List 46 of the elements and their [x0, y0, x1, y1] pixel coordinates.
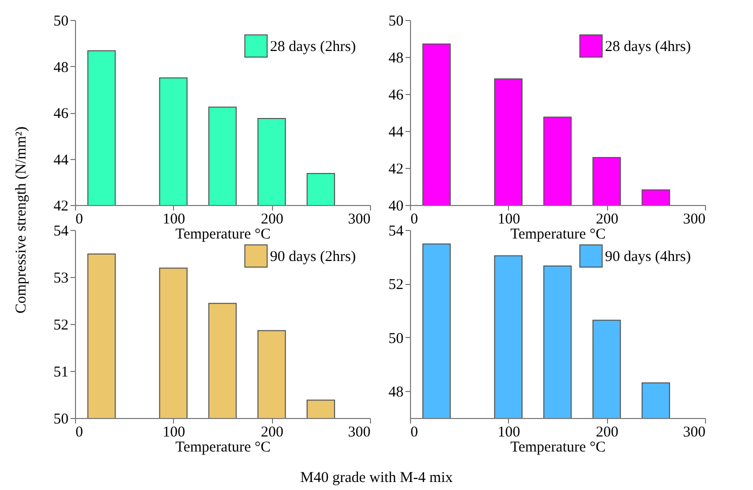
x-tick-label: 0 [410, 212, 418, 228]
x-tick-label: 300 [683, 212, 706, 228]
x-tick-label: 100 [498, 424, 520, 440]
x-tick-label: 100 [162, 212, 186, 228]
y-tick-label: 54 [54, 224, 69, 240]
legend-label: 28 days (4hrs) [605, 39, 691, 55]
y-tick-label: 53 [54, 270, 68, 286]
y-tick-label: 50 [388, 14, 404, 30]
x-tick-label: 300 [348, 424, 370, 440]
x-tick-label: 300 [348, 212, 370, 228]
y-tick-label: 50 [388, 330, 404, 347]
x-tick-label: 0 [76, 212, 83, 228]
x-tick-label: 0 [76, 424, 83, 440]
y-tick-label: 44 [388, 124, 404, 140]
y-tick-label: 54 [388, 224, 404, 240]
x-axis-title: Temperature °C [510, 226, 606, 242]
x-tick-label: 300 [683, 424, 706, 440]
y-tick-label: 52 [388, 277, 404, 294]
x-axis-title: Temperature °C [510, 440, 606, 456]
legend-label: 90 days (4hrs) [605, 249, 691, 265]
y-tick-label: 46 [388, 88, 404, 104]
x-axis-title: Temperature °C [175, 226, 271, 242]
y-tick-label: 48 [388, 384, 404, 401]
y-tick-label: 51 [54, 364, 68, 380]
y-tick-label: 42 [54, 198, 68, 214]
legend-label: 28 days (2hrs) [270, 39, 356, 55]
x-tick-label: 200 [596, 212, 618, 228]
y-tick-label: 48 [54, 60, 68, 76]
x-tick-label: 100 [162, 424, 186, 440]
x-tick-label: 200 [596, 424, 618, 440]
y-axis-title: Compressive strength (N/mm²) [14, 126, 30, 314]
x-tick-label: 100 [498, 212, 520, 228]
y-tick-label: 44 [54, 152, 69, 168]
y-tick-label: 50 [54, 412, 68, 428]
y-tick-label: 46 [54, 106, 69, 122]
x-tick-label: 200 [260, 212, 284, 228]
y-tick-label: 42 [388, 162, 404, 178]
x-tick-label: 200 [260, 424, 284, 440]
y-tick-label: 48 [388, 50, 404, 66]
text: M40 grade with M-4 mix [299, 470, 454, 487]
legend-label: 90 days (2hrs) [270, 249, 356, 265]
x-axis-title: Temperature °C [175, 440, 271, 456]
y-tick-label: 40 [388, 198, 404, 214]
y-tick-label: 50 [54, 14, 68, 30]
x-tick-label: 0 [410, 424, 418, 440]
y-tick-label: 52 [54, 318, 68, 334]
